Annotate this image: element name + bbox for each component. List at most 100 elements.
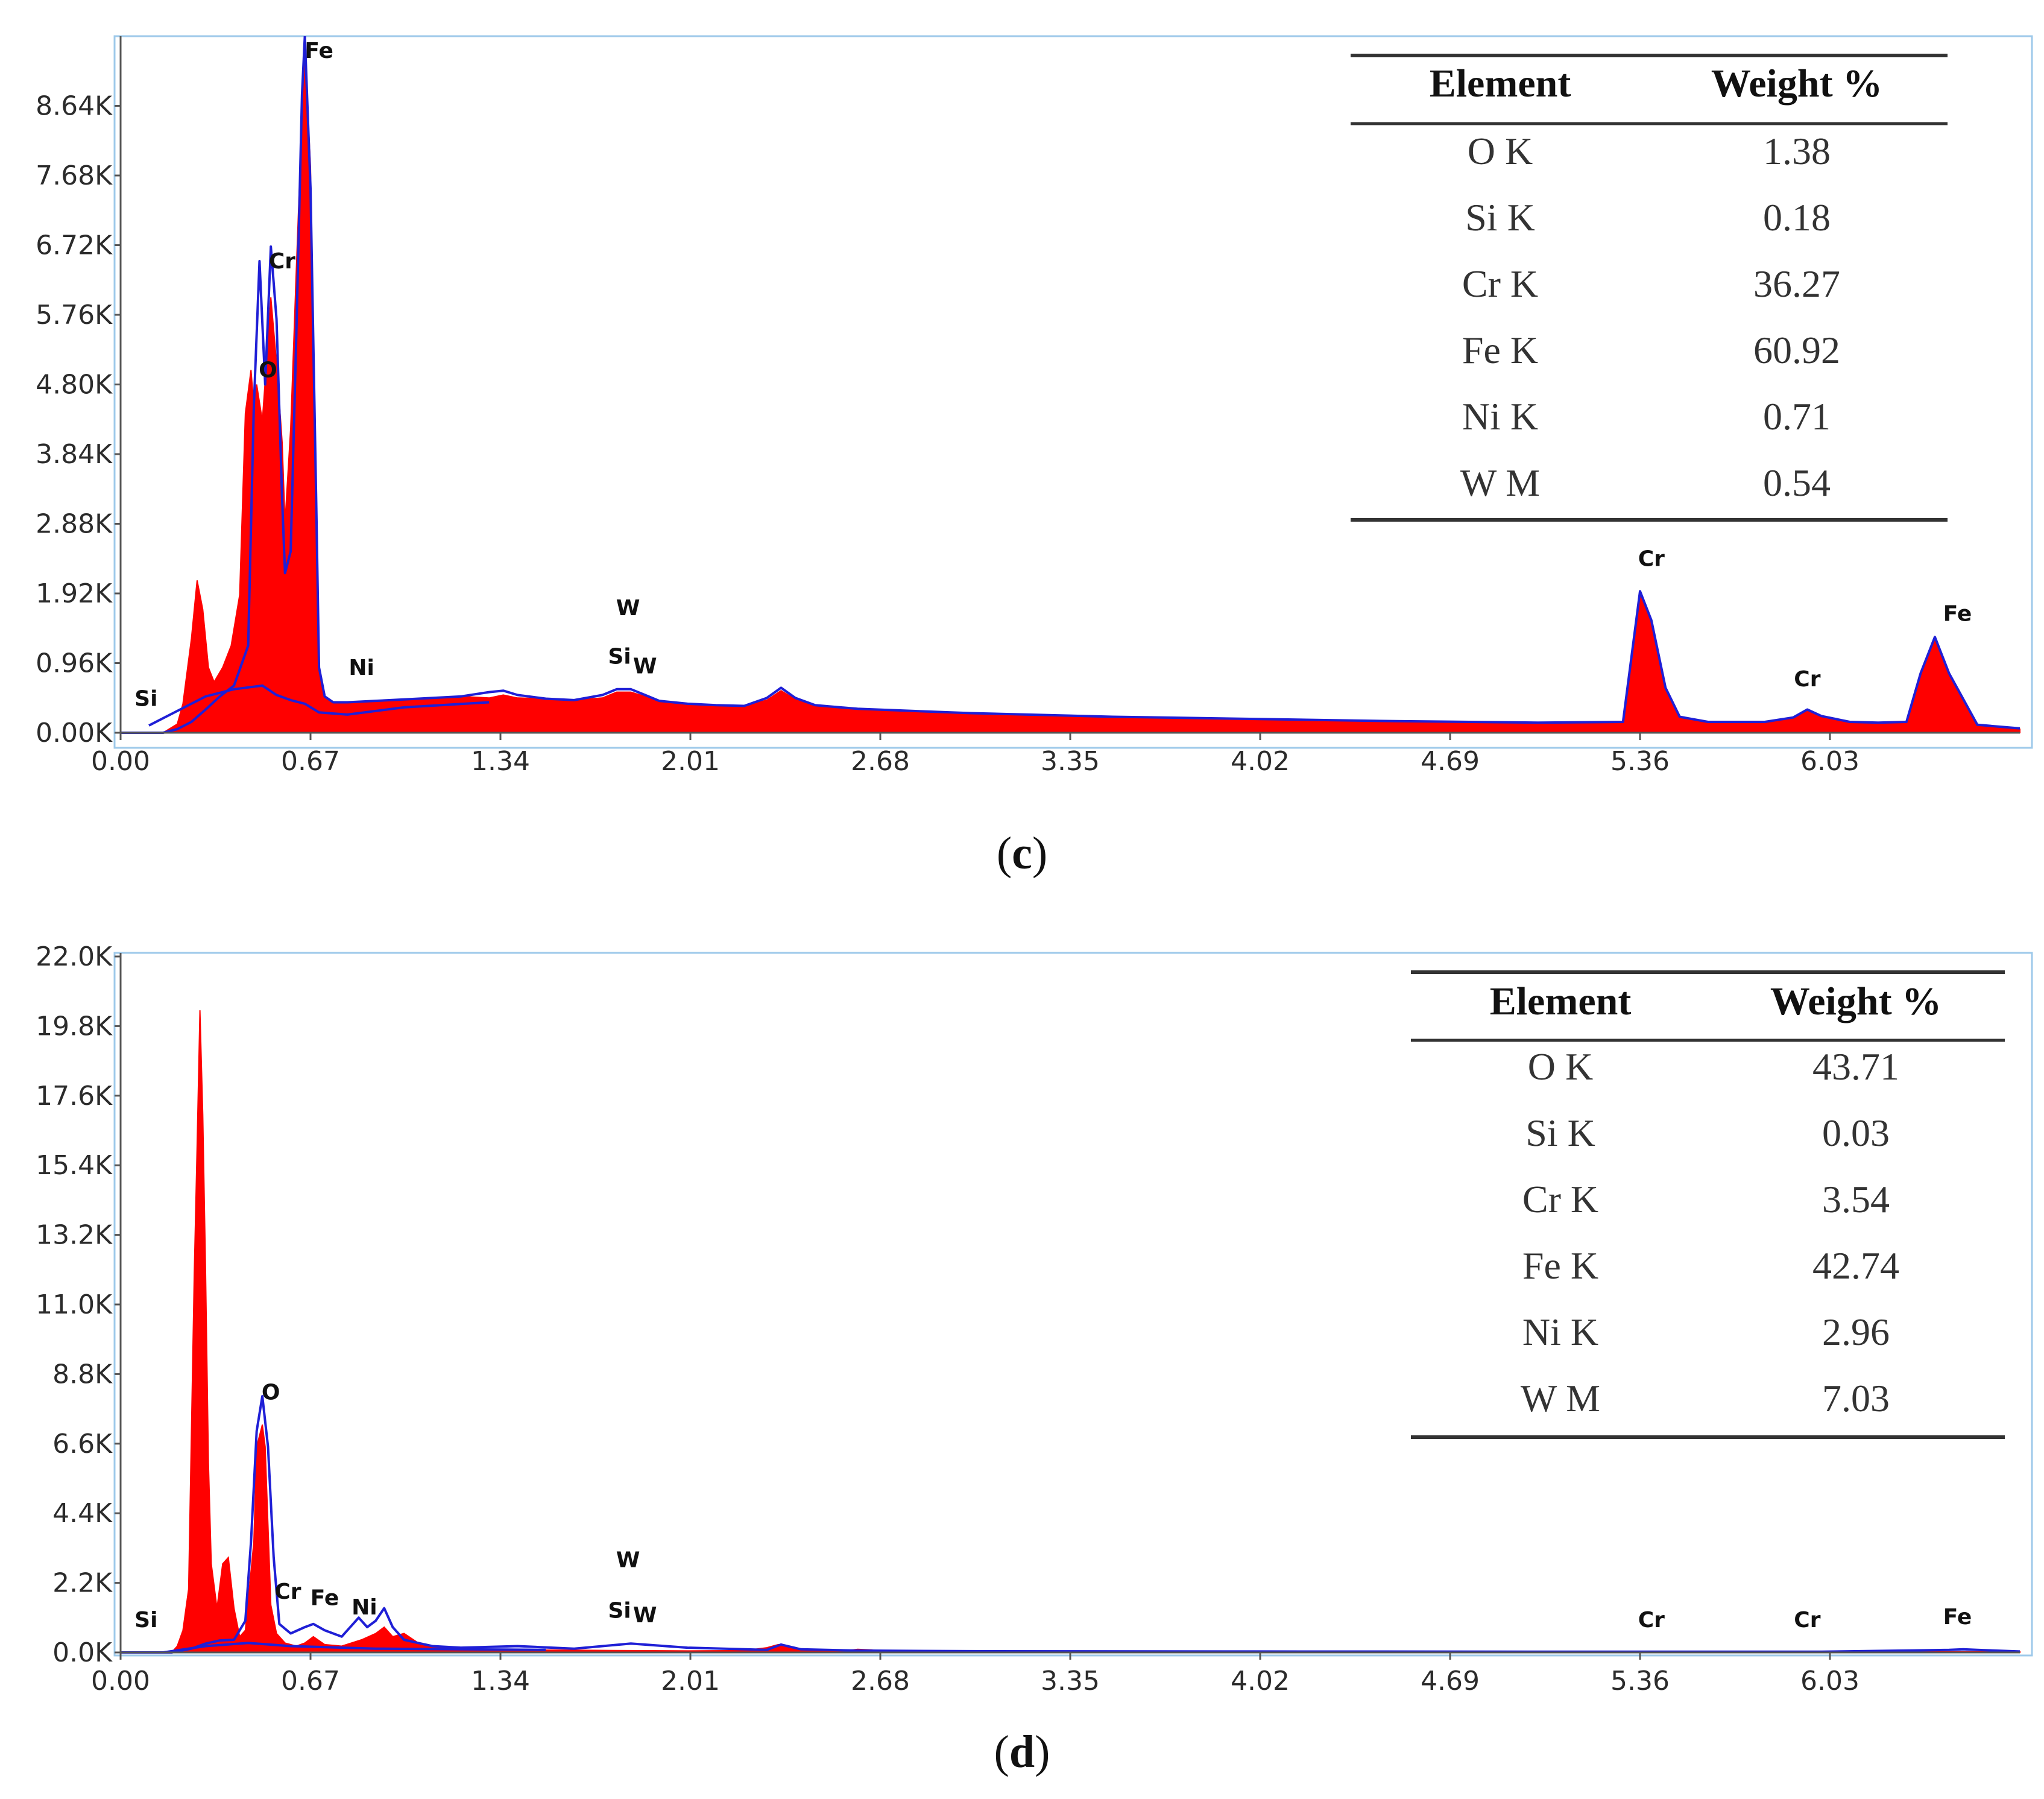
x-tick-label: 5.36 [1610, 746, 1670, 777]
peak-label: W [616, 596, 640, 621]
table-cell-weight: 0.54 [1763, 461, 1831, 504]
y-tick-label: 8.64K [36, 91, 113, 122]
table-cell-element: Si K [1525, 1111, 1595, 1154]
peak-label: O [259, 358, 277, 382]
series-fit-line [121, 36, 2020, 733]
x-tick-label: 4.69 [1421, 1666, 1480, 1696]
table-cell-element: Cr K [1462, 262, 1538, 305]
peak-label: Si [134, 1608, 157, 1633]
x-tick-label: 6.03 [1800, 746, 1859, 777]
series-spectrum-area [121, 1010, 2020, 1652]
peak-label: W [633, 654, 657, 678]
y-tick-label: 4.4K [52, 1498, 113, 1529]
peak-label: Fe [1943, 1605, 1972, 1630]
peak-label: Ni [349, 656, 374, 680]
table-cell-weight: 36.27 [1753, 262, 1840, 305]
y-tick-label: 0.0K [52, 1637, 113, 1668]
table-cell-element: Fe K [1462, 329, 1538, 371]
peak-label: Cr [269, 249, 295, 274]
composition-table: Element Weight % O K 43.71 Si K 0.03 Cr K 3.54 F… [1411, 972, 2005, 1437]
peak-label: Fe [311, 1586, 339, 1610]
y-tick-label: 17.6K [36, 1081, 113, 1111]
peak-label: Ni [352, 1595, 377, 1620]
peak-label: Cr [1638, 1608, 1665, 1633]
table-cell-weight: 1.38 [1763, 130, 1831, 172]
peak-label: Fe [1943, 602, 1972, 627]
peak-label: Si [608, 645, 631, 669]
x-tick-label: 0.67 [281, 1666, 340, 1696]
y-tick-label: 6.72K [36, 230, 113, 261]
peak-label: Cr [274, 1579, 301, 1604]
x-tick-label: 2.68 [851, 746, 910, 777]
peak-label: O [262, 1380, 280, 1405]
x-tick-label: 2.68 [851, 1666, 910, 1696]
y-tick-label: 3.84K [36, 439, 113, 470]
y-tick-label: 0.96K [36, 648, 113, 679]
x-tick-label: 3.35 [1041, 746, 1100, 777]
table-cell-weight: 43.71 [1812, 1045, 1899, 1088]
table-cell-element: Ni K [1522, 1311, 1598, 1353]
peak-label: Cr [1638, 546, 1665, 571]
y-tick-label: 15.4K [36, 1150, 113, 1181]
peak-label: Si [608, 1598, 631, 1623]
y-tick-label: 13.2K [36, 1220, 113, 1251]
x-tick-label: 0.00 [91, 746, 150, 777]
table-cell-element: Fe K [1522, 1244, 1598, 1287]
table-cell-weight: 2.96 [1822, 1311, 1890, 1353]
table-cell-weight: 7.03 [1822, 1377, 1890, 1420]
x-tick-label: 0.00 [91, 1666, 150, 1696]
peak-label: Fe [304, 39, 333, 63]
x-tick-label: 5.36 [1610, 1666, 1670, 1696]
y-tick-label: 8.8K [52, 1359, 113, 1390]
x-tick-label: 0.67 [281, 746, 340, 777]
table-cell-element: Si K [1465, 196, 1535, 239]
panel-caption: (c) [997, 828, 1047, 879]
peak-label: Cr [1794, 667, 1820, 692]
table-cell-element: Cr K [1522, 1178, 1598, 1221]
table-header-weight: Weight % [1711, 62, 1882, 106]
table-cell-element: W M [1521, 1377, 1600, 1420]
table-header-element: Element [1430, 62, 1571, 106]
y-tick-label: 4.80K [36, 370, 113, 400]
series-fit-line [121, 1396, 2020, 1652]
y-tick-label: 2.2K [52, 1568, 113, 1599]
peak-label: W [633, 1603, 657, 1628]
composition-table: Element Weight % O K 1.38 Si K 0.18 Cr K 36.27 F… [1351, 55, 1948, 520]
table-cell-weight: 60.92 [1753, 329, 1840, 371]
table-header-weight: Weight % [1770, 979, 1941, 1023]
x-tick-label: 2.01 [661, 746, 720, 777]
x-tick-label: 4.02 [1231, 746, 1290, 777]
table-cell-weight: 0.71 [1763, 395, 1831, 438]
chart-panel-c: 0.00 0.67 1.34 2.01 2.68 3.35 4.02 4.69 5.36 6.03… [36, 36, 2032, 879]
plot-frame [115, 36, 2032, 748]
table-cell-weight: 0.18 [1763, 196, 1831, 239]
chart-panel-d: 0.00 0.67 1.34 2.01 2.68 3.35 4.02 4.69 5.36 6.03… [36, 941, 2032, 1777]
peak-label: W [616, 1548, 640, 1572]
x-tick-label: 6.03 [1800, 1666, 1859, 1696]
y-tick-label: 1.92K [36, 578, 113, 609]
x-tick-label: 1.34 [471, 746, 530, 777]
x-tick-label: 4.02 [1231, 1666, 1290, 1696]
peak-label: Cr [1794, 1608, 1820, 1633]
x-tick-label: 3.35 [1041, 1666, 1100, 1696]
table-cell-element: Ni K [1462, 395, 1538, 438]
peak-label: Si [134, 686, 157, 711]
y-tick-label: 11.0K [36, 1289, 113, 1320]
y-tick-label: 0.00K [36, 718, 113, 748]
y-tick-label: 2.88K [36, 509, 113, 540]
x-tick-label: 1.34 [471, 1666, 530, 1696]
x-tick-label: 4.69 [1421, 746, 1480, 777]
y-tick-label: 7.68K [36, 160, 113, 191]
y-tick-label: 22.0K [36, 941, 113, 972]
table-cell-weight: 42.74 [1812, 1244, 1899, 1287]
x-tick-label: 2.01 [661, 1666, 720, 1696]
panel-caption: (d) [994, 1727, 1050, 1777]
table-cell-element: O K [1528, 1045, 1593, 1088]
series-spectrum-area [121, 51, 2020, 733]
table-cell-weight: 3.54 [1822, 1178, 1890, 1221]
y-tick-label: 19.8K [36, 1011, 113, 1042]
plot-frame [115, 953, 2032, 1655]
y-tick-label: 6.6K [52, 1429, 113, 1459]
table-cell-weight: 0.03 [1822, 1111, 1890, 1154]
series-group [121, 1010, 2020, 1652]
